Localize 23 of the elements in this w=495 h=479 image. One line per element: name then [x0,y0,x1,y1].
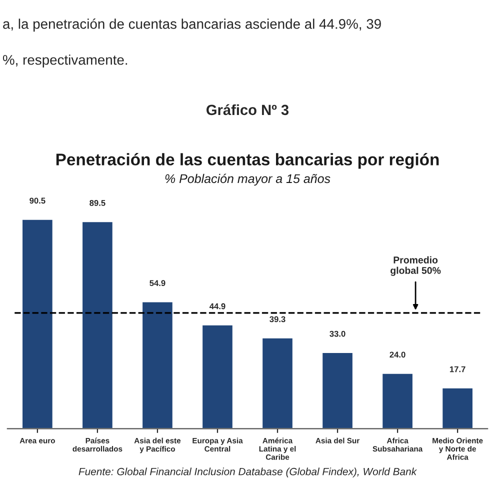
bar [21,218,54,429]
chart-title: Penetración de las cuentas bancarias por región [56,153,439,169]
bar [141,300,174,429]
data-label: 33.0 [330,330,346,337]
data-label: 89.5 [90,200,106,206]
bar [441,387,474,429]
data-label: 90.5 [30,198,46,204]
bar [321,352,354,429]
ref-line-label: Promedio global 50% [390,256,441,276]
source-note: Fuente: Global Financial Inclusion Database (Global Findex), World Bank [78,468,418,478]
data-label: 17.7 [450,366,466,372]
data-label: 44.9 [210,303,226,310]
chart-subtitle: % Población mayor a 15 años [165,174,330,186]
data-label: 39.3 [270,316,286,322]
bar [201,324,234,429]
text: Gráfico Nº 3 [206,104,289,116]
text: %, respectivamente. [2,54,128,68]
data-label: 24.0 [390,352,406,358]
data-label: 54.9 [150,280,166,286]
bar [261,337,294,429]
bar [381,372,414,429]
text: a, la penetración de cuentas bancarias asciende al 44.9%, 39 [3,18,381,32]
bar [81,220,114,429]
